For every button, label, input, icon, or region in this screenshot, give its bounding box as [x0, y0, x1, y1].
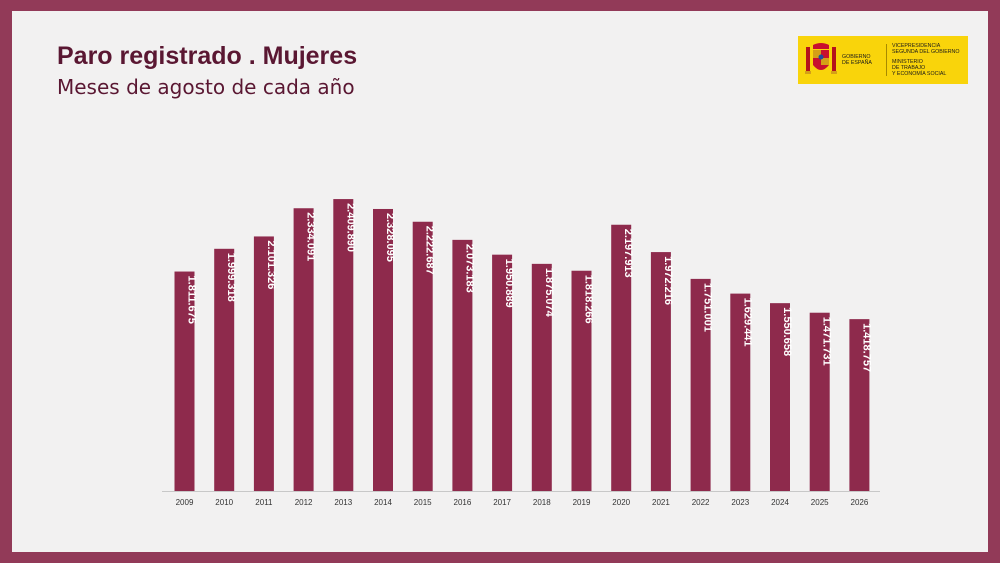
data-label-2017: 1.950.889	[503, 259, 515, 308]
bar-2010	[214, 248, 235, 491]
x-tick-label-2009: 2009	[176, 498, 194, 507]
x-tick-label-2011: 2011	[255, 498, 273, 507]
bar-chart: 1.811.675 2009 1.999.318 2010 2.101.326 2011 2…	[162, 199, 880, 507]
data-label-2019: 1.818.266	[583, 275, 595, 324]
data-label-2016: 2.073.183	[463, 244, 475, 293]
bar-2022	[690, 278, 711, 491]
logo-text-vicepresidencia: VICEPRESIDENCIA	[892, 43, 941, 49]
data-label-2020: 2.197.913	[622, 229, 634, 278]
data-label-2014: 2.328.095	[384, 213, 396, 262]
logo-text-economia: Y ECONOMÍA SOCIAL	[892, 71, 947, 77]
bar-2025	[809, 312, 830, 491]
page-subtitle: Meses de agosto de cada año	[57, 75, 355, 99]
x-tick-label-2014: 2014	[374, 498, 392, 507]
x-tick-label-2013: 2013	[334, 498, 352, 507]
data-label-2009: 1.811.675	[186, 276, 198, 324]
bar-2012	[293, 208, 314, 491]
bar-2018	[531, 263, 552, 491]
x-tick-label-2023: 2023	[731, 498, 749, 507]
data-label-2026: 1.418.757	[860, 323, 872, 372]
government-logo: GOBIERNO DE ESPAÑA VICEPRESIDENCIA SEGUN…	[798, 36, 968, 84]
bar-2011	[253, 236, 274, 491]
data-label-2018: 1.875.074	[543, 268, 555, 318]
x-tick-label-2022: 2022	[692, 498, 710, 507]
x-tick-label-2024: 2024	[771, 498, 789, 507]
logo-text-gobierno: GOBIERNO	[842, 54, 871, 60]
x-tick-label-2026: 2026	[851, 498, 869, 507]
bar-2024	[770, 303, 790, 491]
logo-text-segunda: SEGUNDA DEL GOBIERNO	[892, 49, 960, 55]
data-label-2011: 2.101.326	[265, 240, 277, 289]
data-label-2021: 1.972.216	[662, 256, 674, 305]
coat-of-arms-icon	[805, 43, 837, 74]
x-tick-label-2015: 2015	[414, 498, 432, 507]
logo-text-trabajo: DE TRABAJO	[892, 65, 926, 71]
x-tick-label-2019: 2019	[573, 498, 591, 507]
bar-2009	[174, 271, 195, 491]
data-label-2010: 1.999.318	[225, 253, 237, 302]
data-label-2022: 1.751.001	[702, 283, 714, 332]
data-label-2012: 2.334.091	[305, 212, 317, 261]
page-title: Paro registrado . Mujeres	[57, 42, 358, 70]
data-label-2013: 2.409.890	[344, 203, 356, 252]
x-tick-label-2020: 2020	[612, 498, 630, 507]
logo-divider	[886, 44, 887, 76]
logo-text-espana: DE ESPAÑA	[842, 60, 872, 66]
slide: Paro registrado . Mujeres Meses de agost…	[12, 11, 988, 552]
x-tick-label-2016: 2016	[454, 498, 472, 507]
x-tick-label-2018: 2018	[533, 498, 551, 507]
bar-2021	[650, 252, 671, 491]
bar-2017	[492, 254, 513, 491]
x-tick-label-2010: 2010	[215, 498, 233, 507]
bar-2015	[412, 221, 433, 491]
bar-2026	[849, 319, 870, 491]
data-label-2015: 2.222.687	[424, 226, 436, 275]
x-tick-label-2025: 2025	[811, 498, 829, 507]
bar-2016	[452, 239, 473, 491]
data-label-2025: 1.471.731	[821, 317, 833, 366]
bar-2019	[571, 270, 592, 491]
x-tick-label-2017: 2017	[493, 498, 511, 507]
bar-2014	[373, 208, 393, 491]
logo-text-ministerio: MINISTERIO	[892, 59, 923, 65]
bar-2023	[730, 293, 751, 491]
data-label-2023: 1.629.441	[741, 298, 753, 347]
x-tick-label-2012: 2012	[295, 498, 313, 507]
data-label-2024: 1.550.658	[781, 307, 793, 356]
bar-2020	[611, 224, 632, 491]
x-tick-label-2021: 2021	[652, 498, 670, 507]
bar-2013	[333, 199, 354, 491]
